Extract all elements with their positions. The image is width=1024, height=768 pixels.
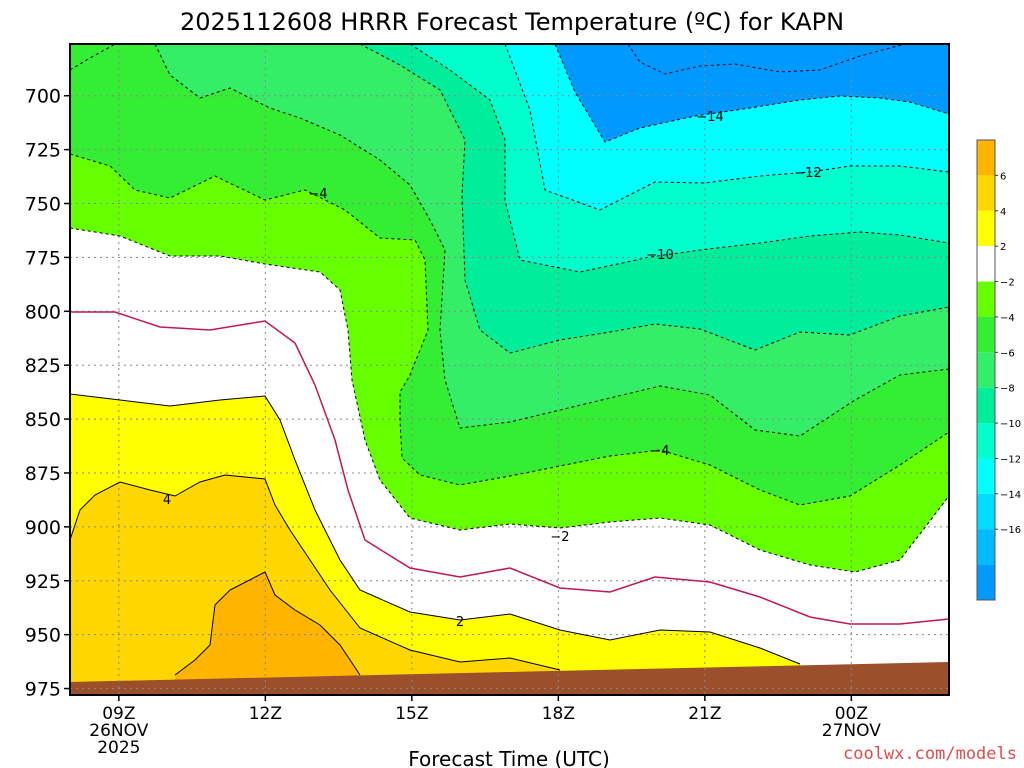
colorbar-label: −2 bbox=[1000, 278, 1015, 289]
watermark: coolwx.com/models bbox=[843, 744, 1017, 764]
y-tick-label: 900 bbox=[25, 517, 61, 539]
colorbar-swatch bbox=[977, 529, 995, 565]
band-p6 bbox=[175, 572, 360, 695]
y-tick-label: 750 bbox=[25, 194, 61, 216]
gridlines bbox=[70, 44, 949, 695]
colorbar-swatch bbox=[977, 493, 995, 530]
colorbar-swatch bbox=[977, 352, 995, 388]
y-tick-label: 700 bbox=[25, 86, 61, 108]
x-tick-sublabel: 26NOV bbox=[89, 721, 148, 741]
isotherm-4 bbox=[70, 474, 561, 671]
isotherm-m8 bbox=[409, 44, 949, 273]
colorbar-swatch bbox=[977, 316, 995, 353]
colorbar-label: 4 bbox=[1000, 207, 1006, 218]
colorbar-label: −16 bbox=[1000, 525, 1021, 536]
colorbar-label: −8 bbox=[1000, 384, 1015, 395]
isotherm-m2 bbox=[70, 44, 949, 506]
colorbar-label: −12 bbox=[1000, 454, 1021, 465]
colorbar-label: −14 bbox=[1000, 490, 1021, 501]
y-tick-label: 875 bbox=[25, 463, 61, 485]
isotherm-0 bbox=[70, 227, 949, 573]
contour-label: −4 bbox=[650, 444, 669, 459]
y-tick-label: 775 bbox=[25, 247, 61, 269]
colorbar-swatch bbox=[977, 281, 995, 317]
x-tick-label: 09Z bbox=[102, 704, 135, 724]
colorbar-swatch bbox=[977, 246, 995, 282]
x-tick-sublabel: 27NOV bbox=[822, 721, 881, 741]
y-axis: 700 725 750 775 800 825 850 875 900 925 950 975 bbox=[25, 86, 70, 701]
plot-frame bbox=[69, 43, 950, 696]
contour-fill-layer bbox=[70, 44, 949, 695]
contour-label-layer: −14 −12 −10 −4 −4 −2 4 2 bbox=[163, 110, 822, 630]
contour-label: −14 bbox=[696, 110, 723, 125]
isotherm-2 bbox=[70, 393, 801, 665]
colorbar-label: −10 bbox=[1000, 419, 1021, 430]
contour-label: −12 bbox=[794, 166, 821, 181]
contour-label: −4 bbox=[308, 187, 327, 202]
band-p4 bbox=[70, 475, 580, 695]
isotherm-m4-upper bbox=[154, 44, 949, 437]
colorbar-swatch bbox=[977, 564, 995, 600]
y-tick-label: 950 bbox=[25, 625, 61, 647]
contour-label: 2 bbox=[456, 615, 464, 630]
isotherm-6 bbox=[174, 571, 361, 676]
colorbar-label: −4 bbox=[1000, 313, 1015, 324]
colorbar-swatch bbox=[977, 140, 995, 176]
x-tick-sublabel: 2025 bbox=[97, 738, 140, 758]
y-tick-label: 800 bbox=[25, 301, 61, 323]
colorbar-frame bbox=[976, 139, 996, 601]
y-tick-label: 850 bbox=[25, 409, 61, 431]
contour-label: 4 bbox=[163, 493, 171, 508]
x-axis-label: Forecast Time (UTC) bbox=[408, 747, 610, 768]
x-tick-label: 12Z bbox=[249, 704, 282, 724]
colorbar-swatch bbox=[977, 175, 995, 211]
contour-label: −2 bbox=[550, 530, 569, 545]
y-tick-label: 725 bbox=[25, 140, 61, 162]
isotherm-m12 bbox=[554, 44, 949, 143]
band-m4-corner bbox=[70, 44, 115, 70]
colorbar: 6 4 2 −2 −4 −6 −8 −10 −12 −14 −16 bbox=[976, 139, 1021, 601]
x-tick-label: 00Z bbox=[835, 704, 868, 724]
y-tick-label: 925 bbox=[25, 571, 61, 593]
colorbar-swatch bbox=[977, 423, 995, 459]
colorbar-label: −6 bbox=[1000, 348, 1015, 359]
x-tick-label: 15Z bbox=[395, 704, 428, 724]
x-tick-label: 21Z bbox=[688, 704, 721, 724]
ground-terrain bbox=[70, 662, 949, 695]
colorbar-label: 2 bbox=[1000, 242, 1006, 253]
colorbar-swatch bbox=[977, 387, 995, 424]
colorbar-swatch bbox=[977, 458, 995, 494]
chart-title: 2025112608 HRRR Forecast Temperature (ºC… bbox=[180, 8, 844, 36]
y-tick-label: 975 bbox=[25, 679, 61, 701]
isotherm-0-magenta bbox=[70, 311, 949, 625]
colorbar-label: 6 bbox=[1000, 171, 1006, 182]
colorbar-swatch bbox=[977, 210, 995, 247]
x-tick-label: 18Z bbox=[542, 704, 575, 724]
contour-label: −10 bbox=[646, 248, 673, 263]
y-tick-label: 825 bbox=[25, 355, 61, 377]
contour-lines bbox=[70, 44, 949, 676]
